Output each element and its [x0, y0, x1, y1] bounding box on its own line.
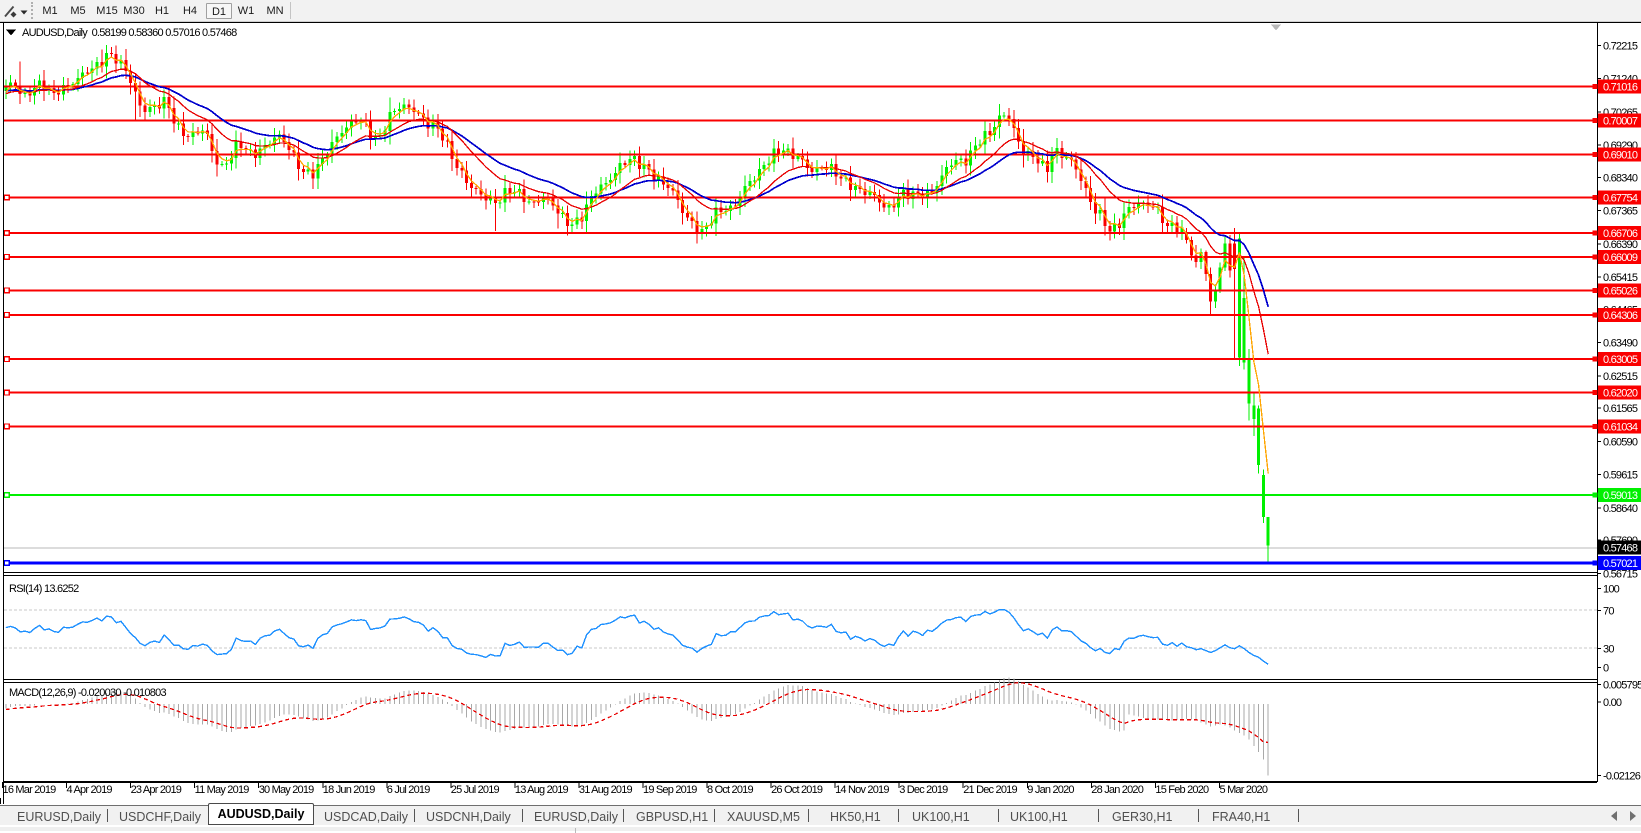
svg-text:23 Apr 2019: 23 Apr 2019 [131, 784, 182, 796]
svg-text:0.70007: 0.70007 [1603, 116, 1638, 128]
svg-text:8 Oct 2019: 8 Oct 2019 [707, 784, 753, 796]
svg-text:0.59615: 0.59615 [1603, 470, 1638, 482]
svg-text:0.62515: 0.62515 [1603, 371, 1638, 383]
svg-text:28 Jan 2020: 28 Jan 2020 [1091, 784, 1143, 796]
svg-text:0.61034: 0.61034 [1603, 421, 1638, 433]
svg-text:14 Nov 2019: 14 Nov 2019 [835, 784, 889, 796]
svg-text:RSI(14) 13.6252: RSI(14) 13.6252 [9, 583, 79, 595]
svg-text:70: 70 [1603, 606, 1614, 618]
svg-text:6 Jul 2019: 6 Jul 2019 [387, 784, 430, 796]
svg-text:0.005795: 0.005795 [1603, 680, 1641, 692]
svg-text:0.61565: 0.61565 [1603, 403, 1638, 415]
svg-text:0.69010: 0.69010 [1603, 150, 1638, 162]
svg-text:15 Feb 2020: 15 Feb 2020 [1155, 784, 1209, 796]
svg-text:3 Dec 2019: 3 Dec 2019 [899, 784, 948, 796]
svg-text:0.63005: 0.63005 [1603, 354, 1638, 366]
svg-text:11 May 2019: 11 May 2019 [195, 784, 250, 796]
svg-text:0.66009: 0.66009 [1603, 252, 1638, 264]
svg-text:0.56715: 0.56715 [1603, 568, 1638, 580]
svg-text:-0.02126: -0.02126 [1603, 771, 1641, 783]
svg-text:0: 0 [1603, 663, 1609, 675]
svg-text:0.62020: 0.62020 [1603, 388, 1638, 400]
svg-text:0.65415: 0.65415 [1603, 272, 1638, 284]
svg-text:0.59013: 0.59013 [1603, 490, 1638, 502]
svg-text:9 Jan 2020: 9 Jan 2020 [1027, 784, 1074, 796]
svg-text:4 Apr 2019: 4 Apr 2019 [67, 784, 113, 796]
svg-text:30 May 2019: 30 May 2019 [259, 784, 314, 796]
svg-text:21 Dec 2019: 21 Dec 2019 [963, 784, 1017, 796]
svg-text:MACD(12,26,9) -0.020030 -0.010: MACD(12,26,9) -0.020030 -0.010803 [9, 687, 166, 699]
svg-text:0.72215: 0.72215 [1603, 41, 1638, 53]
svg-text:0.66390: 0.66390 [1603, 239, 1638, 251]
svg-text:18 Jun 2019: 18 Jun 2019 [323, 784, 375, 796]
svg-text:AUDUSD,Daily 0.58199 0.58360: AUDUSD,Daily 0.58199 0.58360 0.57016 0.5… [22, 27, 237, 39]
svg-text:0.68340: 0.68340 [1603, 172, 1638, 184]
svg-text:0.63490: 0.63490 [1603, 338, 1638, 350]
svg-text:100: 100 [1603, 584, 1620, 596]
svg-text:5 Mar 2020: 5 Mar 2020 [1220, 784, 1268, 796]
svg-text:0.65026: 0.65026 [1603, 285, 1638, 297]
svg-text:25 Jul 2019: 25 Jul 2019 [451, 784, 500, 796]
svg-text:0.57021: 0.57021 [1603, 558, 1638, 570]
svg-text:0.71016: 0.71016 [1603, 81, 1638, 93]
svg-text:19 Sep 2019: 19 Sep 2019 [643, 784, 697, 796]
svg-text:0.66706: 0.66706 [1603, 228, 1638, 240]
svg-text:16 Mar 2019: 16 Mar 2019 [3, 784, 57, 796]
svg-text:0.57468: 0.57468 [1603, 543, 1638, 555]
svg-text:0.67365: 0.67365 [1603, 206, 1638, 218]
svg-text:0.64306: 0.64306 [1603, 310, 1638, 322]
svg-text:31 Aug 2019: 31 Aug 2019 [579, 784, 633, 796]
svg-text:0.60590: 0.60590 [1603, 436, 1638, 448]
svg-text:0.58640: 0.58640 [1603, 503, 1638, 515]
svg-text:13 Aug 2019: 13 Aug 2019 [515, 784, 569, 796]
svg-text:0.67754: 0.67754 [1603, 192, 1638, 204]
svg-text:26 Oct 2019: 26 Oct 2019 [771, 784, 823, 796]
svg-text:0.00: 0.00 [1603, 697, 1622, 709]
svg-text:30: 30 [1603, 644, 1614, 656]
